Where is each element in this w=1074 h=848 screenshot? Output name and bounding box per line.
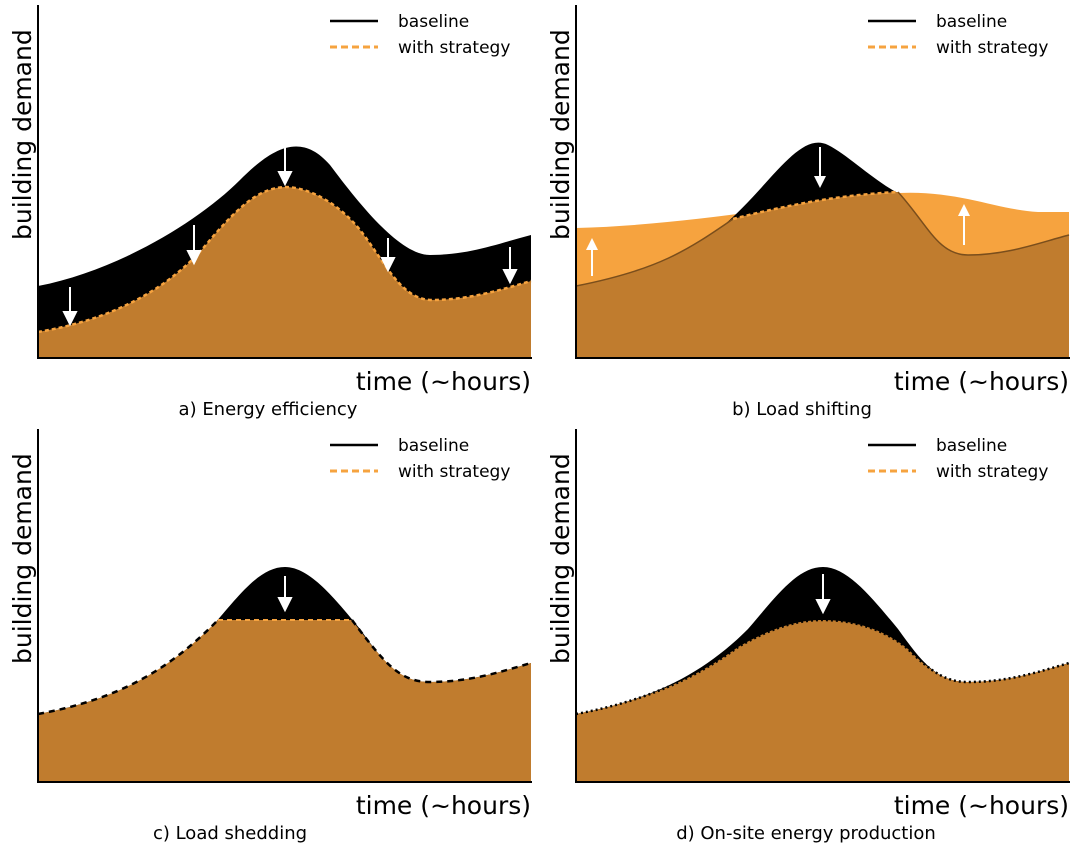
strategy-area xyxy=(576,620,1069,782)
legend-strategy-label: with strategy xyxy=(398,462,510,482)
y-axis-label: building demand xyxy=(546,29,575,240)
panel-caption: a) Energy efficiency xyxy=(179,399,358,420)
y-axis-label: building demand xyxy=(8,453,37,664)
x-axis-label: time (~hours) xyxy=(894,367,1069,396)
diagram-load-shedding: building demand time (~hours) baseline w… xyxy=(0,424,540,848)
legend-baseline-label: baseline xyxy=(398,436,469,456)
diagram-onsite-energy-production: building demand time (~hours) baseline w… xyxy=(538,424,1074,848)
legend-strategy-label: with strategy xyxy=(936,462,1048,482)
diagram-load-shifting: building demand time (~hours) baseline w… xyxy=(538,0,1074,424)
panel-onsite-energy-production: building demand time (~hours) baseline w… xyxy=(538,424,1074,848)
panel-caption: d) On-site energy production xyxy=(676,823,936,844)
legend-strategy-label: with strategy xyxy=(936,38,1048,58)
panel-energy-efficiency: building demand time (~hours) baseline w… xyxy=(0,0,540,424)
x-axis-label: time (~hours) xyxy=(356,791,531,820)
panel-caption: c) Load shedding xyxy=(153,823,307,844)
diagram-energy-efficiency: building demand time (~hours) baseline w… xyxy=(0,0,540,424)
panel-load-shedding: building demand time (~hours) baseline w… xyxy=(0,424,540,848)
strategy-area xyxy=(38,620,531,782)
panel-caption: b) Load shifting xyxy=(732,399,872,420)
x-axis-label: time (~hours) xyxy=(356,367,531,396)
x-axis-label: time (~hours) xyxy=(894,791,1069,820)
legend-baseline-label: baseline xyxy=(936,12,1007,32)
legend-strategy-label: with strategy xyxy=(398,38,510,58)
legend-baseline-label: baseline xyxy=(936,436,1007,456)
panel-load-shifting: building demand time (~hours) baseline w… xyxy=(538,0,1074,424)
y-axis-label: building demand xyxy=(546,453,575,664)
y-axis-label: building demand xyxy=(8,29,37,240)
legend-baseline-label: baseline xyxy=(398,12,469,32)
